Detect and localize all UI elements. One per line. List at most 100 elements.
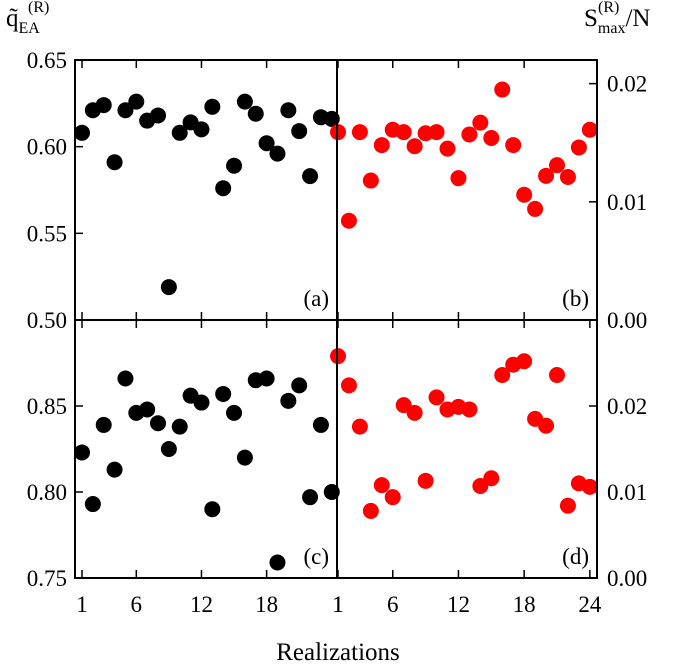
x-tick-label: 12 [447, 592, 470, 617]
y-tick-label: 0.02 [607, 394, 647, 419]
data-point [302, 489, 319, 506]
data-point [472, 114, 489, 131]
y-tick-label: 0.75 [27, 566, 67, 591]
y-tick-label: 0.60 [27, 135, 67, 160]
data-point [581, 478, 598, 495]
data-point [538, 417, 555, 434]
data-point [428, 389, 445, 406]
data-point [106, 461, 123, 478]
right-axis-title-main: S [584, 5, 598, 32]
data-point [160, 279, 177, 296]
left-axis-title: q̃EA [6, 5, 40, 37]
data-point [258, 135, 275, 152]
x-tick-label: 24 [578, 592, 602, 617]
data-point [417, 472, 434, 489]
data-point [494, 367, 511, 384]
data-point [302, 168, 319, 185]
data-point [362, 502, 379, 519]
y-tick-label: 0.65 [27, 48, 67, 73]
data-point [160, 441, 177, 457]
y-tick-label: 0.01 [607, 480, 647, 505]
data-point [428, 124, 445, 141]
left-axis-title-main: q̃ [6, 5, 19, 32]
data-point [516, 353, 533, 370]
data-point [483, 130, 500, 146]
data-point [312, 416, 329, 433]
data-point [269, 554, 286, 571]
data-point [340, 212, 357, 229]
data-point [570, 139, 587, 156]
data-point [128, 93, 145, 110]
y-tick-label: 0.00 [607, 308, 647, 333]
data-point [117, 102, 134, 119]
data-point [280, 102, 297, 119]
right-axis-title-sub: max [598, 20, 626, 37]
x-tick-label: 1 [332, 592, 344, 617]
y-tick-label: 0.55 [27, 221, 67, 246]
data-point [384, 489, 401, 506]
y-tick-label: 0.85 [27, 394, 67, 419]
panel-label: (d) [562, 544, 589, 569]
data-point [581, 121, 598, 138]
data-point [247, 105, 264, 122]
right-axis-title-suffix: /N [625, 5, 650, 32]
data-point [406, 138, 423, 155]
data-point [373, 137, 390, 154]
data-point [323, 110, 340, 127]
data-point [95, 97, 112, 114]
data-point [193, 121, 210, 138]
data-point [215, 385, 232, 402]
data-point [516, 186, 533, 203]
data-point [74, 444, 90, 461]
y-tick-label: 0.80 [27, 480, 67, 505]
y-tick-label: 0.50 [27, 308, 67, 333]
x-tick-label: 12 [190, 592, 213, 617]
right-axis-title-sup: (R) [598, 0, 619, 16]
data-point [291, 377, 308, 394]
left-axis-title-sub: EA [19, 20, 41, 37]
data-point [226, 157, 243, 174]
data-point [150, 107, 167, 124]
x-tick-label: 6 [131, 592, 143, 617]
y-tick-label: 0.00 [607, 566, 647, 591]
data-point [559, 169, 576, 185]
panel-label: (a) [303, 286, 329, 311]
data-point [117, 370, 134, 387]
data-point [74, 124, 90, 141]
data-point [171, 124, 188, 141]
data-point [483, 470, 500, 487]
data-point [204, 98, 221, 115]
data-point [193, 394, 210, 411]
data-point [362, 172, 379, 189]
data-point [461, 126, 478, 143]
data-point [351, 124, 368, 141]
data-point [505, 137, 522, 154]
data-point [323, 484, 340, 500]
data-point [395, 124, 412, 141]
data-point [538, 167, 555, 184]
data-point [269, 145, 286, 162]
x-axis-title: Realizations [276, 639, 400, 666]
data-point [84, 496, 101, 513]
data-point [236, 449, 253, 466]
x-tick-label: 18 [255, 592, 278, 617]
data-point [527, 200, 544, 217]
x-tick-label: 1 [332, 592, 344, 617]
data-point [559, 497, 576, 514]
data-point [549, 367, 565, 384]
data-point [340, 377, 357, 394]
x-tick-label: 18 [513, 592, 536, 617]
data-point [439, 140, 456, 157]
data-point [373, 477, 390, 494]
data-point [406, 404, 423, 421]
data-point [549, 157, 565, 174]
data-point [258, 370, 275, 387]
data-point [171, 418, 188, 435]
data-point [351, 418, 368, 435]
data-point [494, 81, 511, 98]
data-point [95, 416, 112, 433]
data-point [204, 501, 221, 518]
data-point [150, 415, 167, 432]
data-point [280, 392, 297, 409]
